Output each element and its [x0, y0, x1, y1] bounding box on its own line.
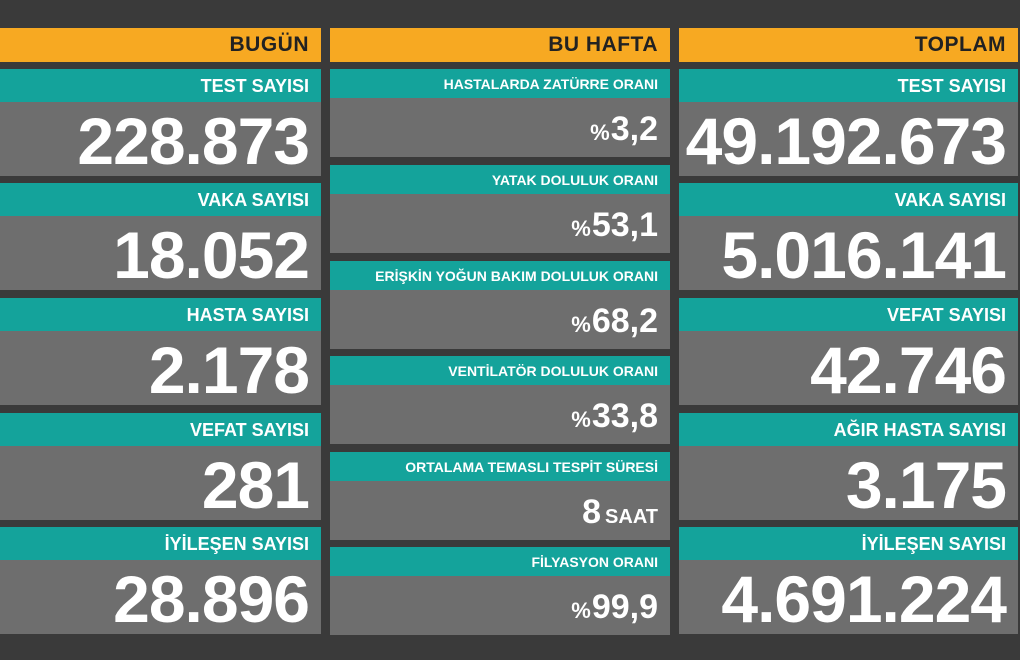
total-death-value: 42.746 [679, 331, 1018, 405]
week-icu-label: ERİŞKİN YOĞUN BAKIM DOLULUK ORANI [330, 261, 670, 290]
today-case-value: 18.052 [0, 216, 321, 290]
week-filiation-number: 99,9 [591, 588, 658, 626]
today-column: BUGÜN TEST SAYISI 228.873 VAKA SAYISI 18… [0, 28, 321, 634]
week-contact-card: ORTALAMA TEMASLI TESPİT SÜRESİ 8 SAAT [330, 452, 670, 540]
total-recovered-value: 4.691.224 [679, 560, 1018, 634]
percent-sign: % [571, 312, 591, 337]
week-ventilator-number: 33,8 [591, 397, 658, 435]
week-contact-value: 8 SAAT [330, 481, 670, 540]
total-severe-value: 3.175 [679, 446, 1018, 520]
week-pneumonia-label: HASTALARDA ZATÜRRE ORANI [330, 69, 670, 98]
total-case-label: VAKA SAYISI [679, 183, 1018, 216]
week-filiation-label: FİLYASYON ORANI [330, 547, 670, 576]
today-case-card: VAKA SAYISI 18.052 [0, 183, 321, 290]
week-ventilator-value: %33,8 [330, 385, 670, 444]
percent-sign: % [571, 216, 591, 241]
total-column: TOPLAM TEST SAYISI 49.192.673 VAKA SAYIS… [679, 28, 1018, 634]
today-test-value: 228.873 [0, 102, 321, 176]
percent-sign: % [590, 120, 610, 145]
week-filiation-card: FİLYASYON ORANI %99,9 [330, 547, 670, 635]
total-severe-label: AĞIR HASTA SAYISI [679, 413, 1018, 446]
total-severe-card: AĞIR HASTA SAYISI 3.175 [679, 413, 1018, 520]
today-recovered-value: 28.896 [0, 560, 321, 634]
week-contact-number: 8 [582, 493, 602, 531]
week-contact-label: ORTALAMA TEMASLI TESPİT SÜRESİ [330, 452, 670, 481]
today-header: BUGÜN [0, 28, 321, 62]
today-recovered-label: İYİLEŞEN SAYISI [0, 527, 321, 560]
week-ventilator-card: VENTİLATÖR DOLULUK ORANI %33,8 [330, 356, 670, 444]
week-bed-number: 53,1 [591, 206, 658, 244]
week-ventilator-label: VENTİLATÖR DOLULUK ORANI [330, 356, 670, 385]
total-death-card: VEFAT SAYISI 42.746 [679, 298, 1018, 405]
week-header: BU HAFTA [330, 28, 670, 62]
week-contact-unit: SAAT [605, 506, 658, 528]
today-patient-label: HASTA SAYISI [0, 298, 321, 331]
today-death-value: 281 [0, 446, 321, 520]
today-test-label: TEST SAYISI [0, 69, 321, 102]
today-patient-value: 2.178 [0, 331, 321, 405]
total-case-card: VAKA SAYISI 5.016.141 [679, 183, 1018, 290]
total-recovered-card: İYİLEŞEN SAYISI 4.691.224 [679, 527, 1018, 634]
total-recovered-label: İYİLEŞEN SAYISI [679, 527, 1018, 560]
percent-sign: % [571, 407, 591, 432]
week-bed-card: YATAK DOLULUK ORANI %53,1 [330, 165, 670, 253]
percent-sign: % [571, 598, 591, 623]
week-pneumonia-card: HASTALARDA ZATÜRRE ORANI %3,2 [330, 69, 670, 157]
today-patient-card: HASTA SAYISI 2.178 [0, 298, 321, 405]
week-pneumonia-value: %3,2 [330, 98, 670, 157]
today-death-label: VEFAT SAYISI [0, 413, 321, 446]
week-icu-value: %68,2 [330, 290, 670, 349]
total-test-label: TEST SAYISI [679, 69, 1018, 102]
week-filiation-value: %99,9 [330, 576, 670, 635]
today-test-card: TEST SAYISI 228.873 [0, 69, 321, 176]
week-bed-label: YATAK DOLULUK ORANI [330, 165, 670, 194]
total-test-card: TEST SAYISI 49.192.673 [679, 69, 1018, 176]
week-icu-number: 68,2 [591, 302, 658, 340]
today-death-card: VEFAT SAYISI 281 [0, 413, 321, 520]
total-test-value: 49.192.673 [679, 102, 1018, 176]
total-case-value: 5.016.141 [679, 216, 1018, 290]
week-pneumonia-number: 3,2 [610, 110, 658, 148]
week-bed-value: %53,1 [330, 194, 670, 253]
today-case-label: VAKA SAYISI [0, 183, 321, 216]
total-header: TOPLAM [679, 28, 1018, 62]
week-icu-card: ERİŞKİN YOĞUN BAKIM DOLULUK ORANI %68,2 [330, 261, 670, 349]
total-death-label: VEFAT SAYISI [679, 298, 1018, 331]
today-recovered-card: İYİLEŞEN SAYISI 28.896 [0, 527, 321, 634]
week-column: BU HAFTA HASTALARDA ZATÜRRE ORANI %3,2 Y… [330, 28, 670, 635]
